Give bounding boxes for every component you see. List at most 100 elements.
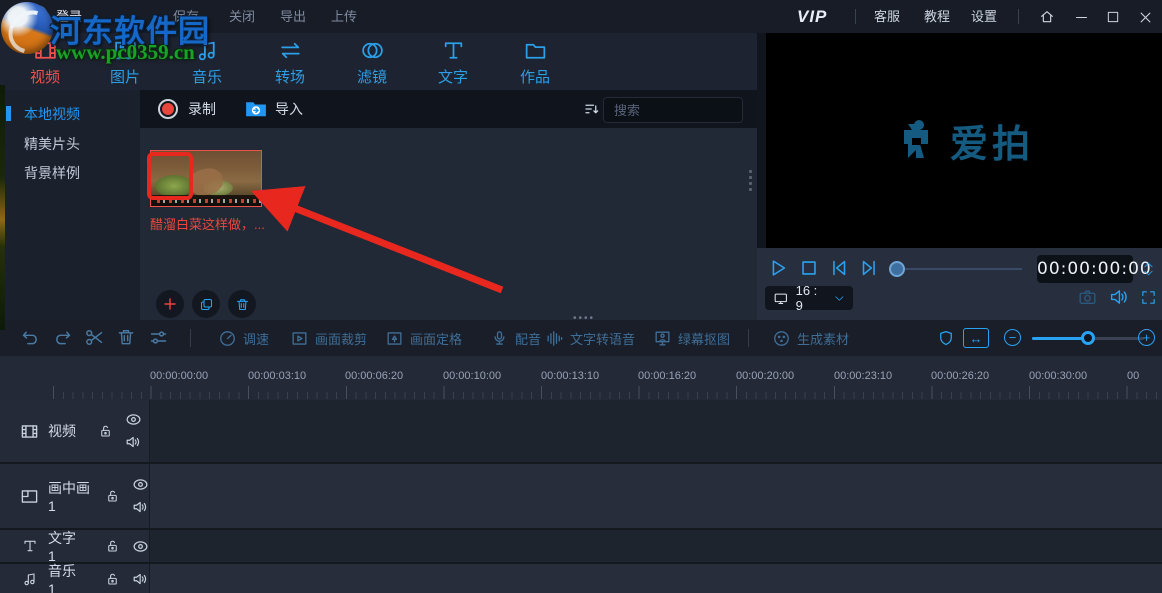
ruler-label: 00:00:13:10: [541, 370, 600, 382]
button-label: 画面定格: [410, 331, 463, 347]
timecode-display[interactable]: 00:00:00:00: [1037, 255, 1151, 283]
mute-speaker-icon[interactable]: [132, 500, 149, 514]
lock-icon[interactable]: [105, 571, 120, 587]
visibility-eye-icon[interactable]: [132, 540, 149, 553]
crop-button[interactable]: 画面裁剪: [290, 320, 367, 356]
text-t-icon: [444, 41, 462, 59]
add-to-timeline-button[interactable]: [156, 290, 184, 318]
timeline-ruler[interactable]: 00:00:00:00 00:00:03:10 00:00:06:20 00:0…: [0, 356, 1162, 400]
tab-filter[interactable]: 滤镜: [332, 37, 412, 87]
button-label: 配音: [515, 331, 542, 347]
cut-button[interactable]: [84, 327, 105, 348]
record-icon: [158, 99, 178, 119]
maximize-icon[interactable]: [1101, 5, 1125, 29]
close-icon[interactable]: [1133, 5, 1157, 29]
snap-toggle-button[interactable]: [937, 328, 955, 348]
lock-icon[interactable]: [105, 538, 120, 554]
sidebar-item-local-video[interactable]: 本地视频: [24, 106, 80, 122]
aspect-ratio-value: 16 : 9: [795, 283, 818, 313]
text-to-speech-button[interactable]: 文字转语音: [545, 320, 635, 356]
fullscreen-icon: [1142, 291, 1155, 304]
sliders-icon: [150, 331, 167, 344]
properties-button[interactable]: [148, 327, 169, 348]
tab-transition[interactable]: 转场: [250, 37, 330, 87]
track-content[interactable]: [150, 530, 1162, 562]
undo-icon: [22, 331, 37, 345]
music-note-icon: [198, 41, 215, 60]
sidebar-item-intros[interactable]: 精美片头: [24, 136, 80, 152]
visibility-eye-icon[interactable]: [125, 413, 142, 426]
mute-speaker-icon[interactable]: [132, 572, 149, 586]
preview-clip-button[interactable]: [192, 290, 220, 318]
watermark-site-name: 河东软件园: [50, 14, 210, 49]
zoom-in-button[interactable]: +: [1138, 329, 1155, 346]
track-content[interactable]: [150, 564, 1162, 593]
aipai-logo-icon: [903, 119, 928, 158]
menu-settings[interactable]: 设置: [971, 9, 998, 24]
generate-material-button[interactable]: 生成素材: [772, 320, 849, 356]
redo-button[interactable]: [52, 327, 73, 348]
camera-icon: [1079, 290, 1096, 304]
lock-icon[interactable]: [105, 488, 120, 504]
tab-music[interactable]: 音乐: [167, 37, 247, 87]
green-screen-button[interactable]: 绿幕抠图: [653, 320, 730, 356]
ruler-label: 00:00:30:00: [1029, 370, 1088, 382]
seek-handle[interactable]: [889, 261, 905, 277]
record-button[interactable]: 录制: [188, 101, 216, 117]
menu-close-project[interactable]: 关闭: [229, 9, 256, 24]
seek-track[interactable]: [901, 268, 1022, 270]
timeline-zoom-handle[interactable]: [1081, 331, 1095, 345]
freeze-frame-button[interactable]: 画面定格: [385, 320, 462, 356]
mute-speaker-icon[interactable]: [125, 435, 142, 449]
tab-picture[interactable]: 图片: [85, 37, 165, 87]
clip-thumbnail[interactable]: [150, 150, 262, 207]
vip-button[interactable]: VIP: [797, 7, 828, 26]
sort-icon[interactable]: [583, 100, 601, 118]
panel-resize-handle[interactable]: ••••: [573, 313, 596, 324]
sidebar-item-backgrounds[interactable]: 背景样例: [24, 165, 80, 181]
track-content[interactable]: [150, 400, 1162, 462]
minimize-icon[interactable]: [1069, 5, 1093, 29]
menu-save[interactable]: 保存: [173, 9, 200, 24]
prev-frame-button[interactable]: [828, 257, 850, 279]
snapshot-button[interactable]: [1078, 289, 1097, 306]
skip-back-icon: [833, 260, 846, 276]
divider: [190, 329, 191, 347]
tab-works[interactable]: 作品: [495, 37, 575, 87]
delete-button[interactable]: [116, 327, 136, 347]
play-button[interactable]: [767, 257, 789, 279]
tab-text[interactable]: 文字: [413, 37, 493, 87]
speed-button[interactable]: 调速: [218, 320, 269, 356]
menu-export[interactable]: 导出: [280, 9, 307, 24]
timecode-stepper[interactable]: [1141, 255, 1155, 283]
visibility-eye-icon[interactable]: [132, 478, 149, 491]
zoom-out-button[interactable]: −: [1004, 329, 1021, 346]
search-input[interactable]: [604, 102, 794, 118]
lock-icon[interactable]: [98, 423, 113, 439]
panel-drag-handle[interactable]: [749, 170, 752, 191]
library-sidebar: 本地视频 精美片头 背景样例: [0, 90, 140, 320]
menu-customer-service[interactable]: 客服: [874, 9, 901, 24]
menu-upload[interactable]: 上传: [331, 9, 358, 24]
volume-button[interactable]: [1109, 288, 1129, 306]
track-content[interactable]: [150, 464, 1162, 528]
home-icon[interactable]: [1035, 5, 1059, 29]
dubbing-button[interactable]: 配音: [490, 320, 541, 356]
track-label: 视频: [48, 423, 76, 439]
track-header: 文字1: [0, 530, 149, 564]
menu-tutorial[interactable]: 教程: [924, 9, 951, 24]
fullscreen-button[interactable]: [1140, 289, 1157, 306]
next-frame-button[interactable]: [858, 257, 880, 279]
aspect-ratio-dropdown[interactable]: 16 : 9: [765, 283, 853, 313]
login-button[interactable]: 登录: [56, 9, 83, 24]
trash-icon: [118, 330, 134, 345]
undo-button[interactable]: [20, 327, 41, 348]
player-controls: 00:00:00:00 16 : 9: [757, 248, 1162, 320]
search-box: [603, 97, 808, 123]
stop-button[interactable]: [798, 257, 820, 279]
delete-clip-button[interactable]: [228, 290, 256, 318]
ruler-label: 00:00:23:10: [834, 370, 893, 382]
import-button[interactable]: 导入: [275, 101, 303, 117]
fit-timeline-button[interactable]: ↔: [963, 328, 989, 348]
panel-splitter[interactable]: [757, 33, 766, 320]
